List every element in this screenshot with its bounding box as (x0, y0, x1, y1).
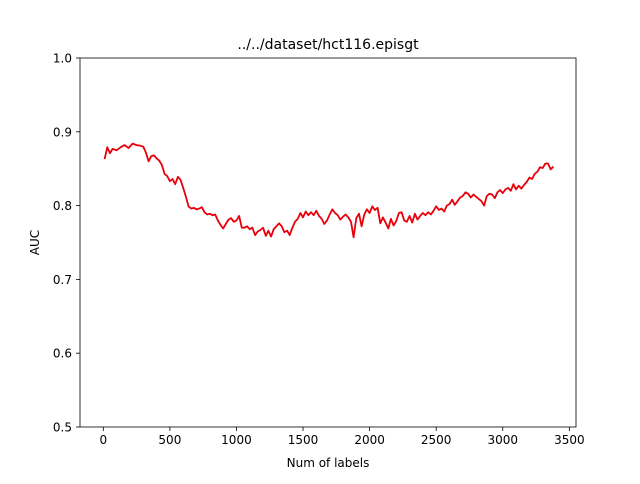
x-axis-label: Num of labels (287, 456, 370, 470)
y-tick-label: 0.7 (53, 273, 72, 287)
x-tick-label: 1500 (288, 433, 319, 447)
series-line-1 (103, 142, 555, 239)
y-axis-label: AUC (28, 230, 42, 255)
x-tick-label: 0 (99, 433, 107, 447)
y-tick-label: 0.6 (53, 347, 72, 361)
chart-title: ../../dataset/hct116.episgt (237, 37, 419, 53)
x-tick-label: 1000 (221, 433, 252, 447)
plot-frame (79, 57, 577, 428)
y-tick-label: 1.0 (53, 52, 72, 66)
x-tick-label: 2000 (354, 433, 385, 447)
x-tick-label: 500 (158, 433, 181, 447)
y-tick-label: 0.5 (53, 421, 72, 435)
y-tick-label: 0.8 (53, 199, 72, 213)
y-tick-label: 0.9 (53, 125, 72, 139)
x-tick-label: 3500 (554, 433, 585, 447)
x-tick-label: 3000 (487, 433, 518, 447)
x-tick-label: 2500 (421, 433, 452, 447)
